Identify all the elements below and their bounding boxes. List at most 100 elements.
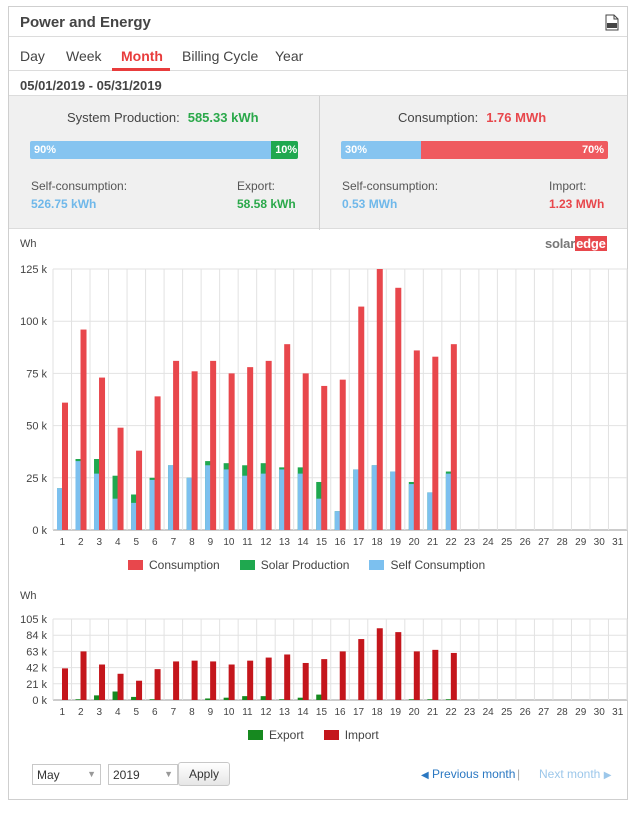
import-bar xyxy=(358,639,365,700)
export-bar xyxy=(260,696,267,700)
import-bar xyxy=(80,651,87,700)
nav-separator: | xyxy=(517,767,521,781)
self-consumption-bar xyxy=(94,473,103,530)
export-bar xyxy=(279,699,286,700)
consumption-value: 1.76 MWh xyxy=(486,110,547,125)
x-tick-label: 1 xyxy=(59,707,65,718)
x-tick-label: 15 xyxy=(316,537,328,548)
legend-swatch-self-consumption xyxy=(369,560,385,570)
tab-billing-cycle[interactable]: Billing Cycle xyxy=(182,48,259,64)
self-consumption-bar xyxy=(445,473,454,530)
x-tick-label: 20 xyxy=(409,537,421,548)
tab-day[interactable]: Day xyxy=(20,48,45,64)
self-consumption-bar xyxy=(371,465,380,530)
x-tick-label: 4 xyxy=(115,537,121,548)
import-bar xyxy=(210,661,217,700)
legend-self-consumption[interactable]: Self Consumption xyxy=(369,558,485,572)
self-consumption-bar xyxy=(279,469,288,530)
consumption-bar xyxy=(265,360,272,530)
export-bar xyxy=(112,691,119,700)
y-tick-label: 63 k xyxy=(26,646,47,658)
y-tick-label: 105 k xyxy=(20,614,47,626)
x-tick-label: 15 xyxy=(316,707,328,718)
self-consumption-bar xyxy=(223,469,232,530)
export-bar xyxy=(131,696,138,700)
legend-export[interactable]: Export xyxy=(248,728,304,742)
production-split-bar: 90% 10% xyxy=(30,141,298,159)
consumption-split-bar: 30% 70% xyxy=(341,141,608,159)
x-tick-label: 25 xyxy=(501,707,513,718)
chevron-down-icon: ▼ xyxy=(87,769,96,779)
x-tick-label: 27 xyxy=(538,537,550,548)
production-self-segment: 90% xyxy=(30,141,272,159)
consumption-bar xyxy=(228,373,235,530)
tab-month[interactable]: Month xyxy=(121,48,163,64)
export-bar xyxy=(223,697,230,700)
consumption-self-segment: 30% xyxy=(341,141,422,159)
self-consumption-bar xyxy=(260,473,269,530)
consumption-bar xyxy=(62,402,68,530)
csv-file-icon[interactable] xyxy=(605,14,619,31)
year-select[interactable]: 2019 ▼ xyxy=(108,764,178,785)
self-consumption-bar xyxy=(408,484,417,530)
self-consumption-bar xyxy=(112,498,121,530)
import-bar xyxy=(99,664,106,700)
export-bar xyxy=(316,694,323,700)
self-consumption-bar xyxy=(427,492,436,530)
y-tick-label: 75 k xyxy=(26,368,47,380)
x-tick-label: 21 xyxy=(427,537,439,548)
apply-button[interactable]: Apply xyxy=(178,762,230,786)
production-heading: System Production: 585.33 kWh xyxy=(67,110,259,125)
x-tick-label: 20 xyxy=(409,707,421,718)
tab-week[interactable]: Week xyxy=(66,48,102,64)
production-export-label: Export: xyxy=(237,179,276,193)
export-bar xyxy=(149,699,156,700)
month-select[interactable]: May ▼ xyxy=(32,764,101,785)
legend-swatch-solar-production xyxy=(239,560,255,570)
consumption-bar xyxy=(173,360,180,530)
consumption-bar xyxy=(395,287,402,530)
x-tick-label: 30 xyxy=(594,707,606,718)
x-tick-label: 13 xyxy=(279,707,291,718)
x-tick-label: 4 xyxy=(115,707,121,718)
x-tick-label: 16 xyxy=(334,537,346,548)
consumption-bar xyxy=(302,373,309,530)
consumption-bar xyxy=(321,385,328,530)
legend-swatch-consumption xyxy=(128,560,143,570)
x-tick-label: 19 xyxy=(390,707,402,718)
production-label: System Production: xyxy=(67,110,180,125)
x-tick-label: 19 xyxy=(390,537,402,548)
consumption-bar xyxy=(376,269,383,530)
previous-month-link[interactable]: ◀ Previous month xyxy=(421,767,516,781)
tab-year[interactable]: Year xyxy=(275,48,304,64)
import-bar xyxy=(450,652,457,700)
x-tick-label: 9 xyxy=(208,537,214,548)
consumption-bar xyxy=(284,344,291,530)
legend-solar-production[interactable]: Solar Production xyxy=(239,558,349,572)
consumption-bar xyxy=(432,356,439,530)
next-month-link[interactable]: Next month ▶ xyxy=(539,767,612,781)
y-tick-label: 0 k xyxy=(32,695,47,707)
export-bar xyxy=(242,696,249,700)
legend-consumption[interactable]: Consumption xyxy=(128,558,220,572)
consumption-self-label: Self-consumption: xyxy=(342,179,439,193)
x-tick-label: 10 xyxy=(223,537,235,548)
import-bar xyxy=(191,660,198,700)
date-range: 05/01/2019 - 05/31/2019 xyxy=(20,78,162,93)
consumption-import-segment: 70% xyxy=(421,141,608,159)
x-tick-label: 7 xyxy=(171,707,177,718)
self-consumption-bar xyxy=(334,511,343,530)
import-bar xyxy=(117,673,124,700)
import-bar xyxy=(228,664,235,700)
x-tick-label: 11 xyxy=(242,707,253,718)
legend-import[interactable]: Import xyxy=(323,728,379,742)
year-select-value: 2019 xyxy=(113,768,140,782)
consumption-bar xyxy=(99,377,106,530)
solaredge-logo: solaredge xyxy=(545,236,607,251)
y-tick-label: 100 k xyxy=(20,316,47,328)
chevron-left-icon: ◀ xyxy=(421,770,429,781)
self-consumption-bar xyxy=(205,465,214,530)
chart1-y-unit: Wh xyxy=(20,238,37,250)
